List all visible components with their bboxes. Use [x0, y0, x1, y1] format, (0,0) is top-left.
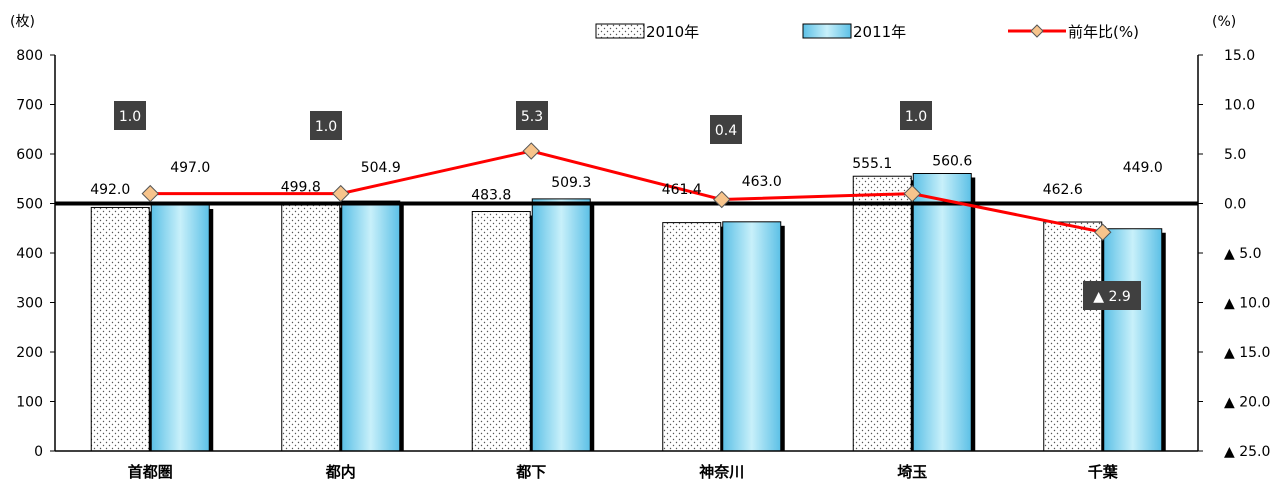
legend-swatch-2011 [802, 23, 852, 39]
yoy-marker [903, 184, 921, 203]
value-label-2011: 560.6 [932, 154, 972, 170]
value-label-2010: 499.8 [281, 180, 321, 196]
category-label: 埼玉 [897, 463, 927, 481]
value-label-2010: 555.1 [852, 156, 892, 172]
yoy-label-box [710, 115, 742, 144]
yoy-label-box [114, 101, 146, 130]
bar-2010 [90, 206, 150, 452]
yoy-label: 1.0 [119, 109, 141, 125]
left-tick-label: 700 [16, 98, 43, 114]
value-label-2011: 504.9 [361, 160, 401, 176]
right-tick-label: ▲ 20.0 [1224, 395, 1270, 411]
yoy-label-box [1083, 281, 1141, 310]
yoy-marker [141, 184, 159, 203]
bar-2011 [341, 200, 401, 452]
right-tick-label: 15.0 [1224, 48, 1255, 64]
left-tick-label: 500 [16, 197, 43, 213]
left-tick-label: 300 [16, 296, 43, 312]
bar-2010 [281, 203, 341, 452]
yoy-marker [332, 184, 350, 203]
yoy-marker [713, 190, 731, 209]
left-tick-label: 0 [34, 444, 43, 460]
value-label-2010: 462.6 [1043, 182, 1083, 198]
legend-marker-yoy [1030, 24, 1044, 38]
bar-2010 [1043, 221, 1103, 452]
left-tick-label: 100 [16, 395, 43, 411]
right-tick-label: 0.0 [1224, 197, 1246, 213]
category-label: 都下 [515, 463, 546, 481]
left-tick-label: 200 [16, 345, 43, 361]
value-label-2011: 509.3 [551, 175, 591, 191]
yoy-label-box [900, 101, 932, 130]
yoy-label: ▲ 2.9 [1093, 289, 1130, 305]
value-label-2010: 483.8 [471, 188, 511, 204]
legend-label-2010: 2010年 [646, 23, 699, 41]
data-labels: 492.0 497.0 499.8 504.9 483.8 509.3 461.4 463.0… [90, 101, 1163, 310]
yoy-label-box [310, 111, 342, 140]
right-tick-label: 5.0 [1224, 147, 1246, 163]
category-label: 首都圏 [128, 463, 173, 481]
legend-label-yoy: 前年比(%) [1068, 23, 1139, 41]
left-tick-label: 800 [16, 48, 43, 64]
legend-swatch-2010 [595, 23, 645, 39]
category-label: 千葉 [1088, 463, 1119, 481]
bar-2011 [912, 173, 972, 452]
value-label-2011: 449.0 [1123, 160, 1163, 176]
right-tick-label: 10.0 [1224, 98, 1255, 114]
yoy-line [141, 142, 1112, 241]
right-tick-label: ▲ 5.0 [1224, 246, 1261, 262]
bar-2010 [471, 211, 531, 452]
yoy-label: 0.4 [715, 123, 737, 139]
yoy-label: 1.0 [315, 119, 337, 135]
left-tick-label: 600 [16, 147, 43, 163]
value-label-2011: 497.0 [170, 160, 210, 176]
yoy-marker [1094, 223, 1112, 241]
bar-2011 [150, 204, 210, 452]
bar-2011 [531, 198, 591, 452]
bars [90, 173, 1166, 452]
bar-2010 [852, 175, 912, 452]
legend-label-2011: 2011年 [853, 23, 906, 41]
bar-2011 [1103, 228, 1163, 452]
yoy-marker [522, 142, 540, 160]
yoy-polyline [150, 149, 1104, 234]
right-axis-ticks: ▲ 25.0 ▲ 20.0 ▲ 15.0 ▲ 10.0 ▲ 5.0 0.0 5.0 10.0 1… [1198, 48, 1270, 460]
yoy-label-box [516, 101, 548, 130]
right-axis-unit: (%) [1212, 14, 1236, 30]
category-labels: 首都圏 都内 都下 神奈川 埼玉 千葉 [128, 463, 1119, 481]
right-tick-label: ▲ 10.0 [1224, 296, 1270, 312]
left-axis-ticks: 0 100 200 300 400 500 600 700 800 [16, 48, 55, 460]
value-label-2010: 492.0 [90, 182, 130, 198]
left-tick-label: 400 [16, 246, 43, 262]
left-axis-unit: (枚) [10, 14, 35, 30]
category-label: 神奈川 [699, 463, 744, 481]
category-label: 都内 [325, 463, 356, 481]
value-label-2011: 463.0 [742, 174, 782, 190]
yoy-label: 5.3 [521, 109, 543, 125]
bar-2011 [722, 221, 782, 452]
yoy-label: 1.0 [905, 109, 927, 125]
bar-2010 [662, 222, 722, 452]
value-label-2010: 461.4 [662, 182, 702, 198]
axes [54, 55, 1199, 452]
right-tick-label: ▲ 15.0 [1224, 345, 1270, 361]
legend: 2010年 2011年 前年比(%) [595, 23, 1139, 41]
right-tick-label: ▲ 25.0 [1224, 444, 1270, 460]
